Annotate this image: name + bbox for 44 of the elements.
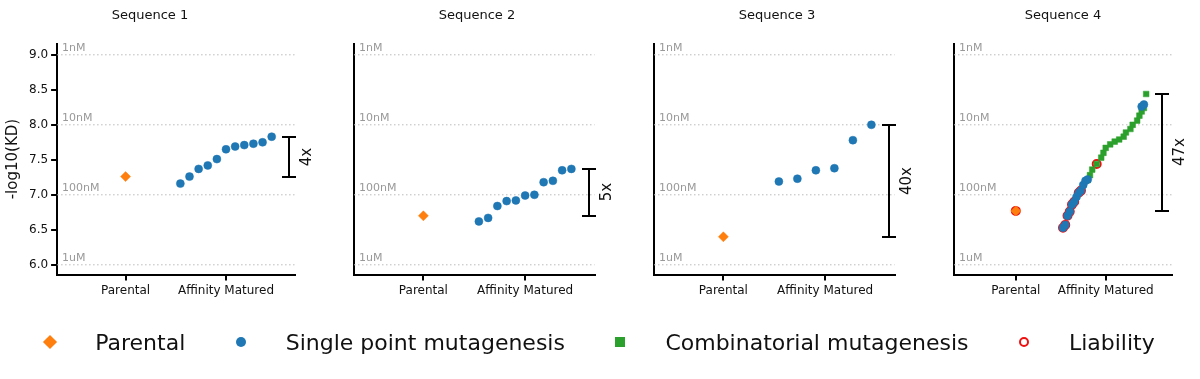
y-tick-label: 7.0 <box>28 186 49 201</box>
text: 4x <box>297 147 316 166</box>
ref-line-label: 1uM <box>62 251 86 265</box>
ref-line-label: 10nM <box>959 111 990 125</box>
ref-line-label: 100nM <box>62 181 100 195</box>
ref-line-label: 1uM <box>359 251 383 265</box>
y-tick-label: 8.0 <box>28 116 49 131</box>
ref-line-label: 1nM <box>359 41 383 55</box>
y-tick-label: 8.5 <box>28 81 49 96</box>
x-tick-label: Parental <box>398 282 448 297</box>
ref-line-label: 1nM <box>62 41 86 55</box>
y-axis-title: -log10(KD) <box>2 118 21 200</box>
x-tick-label: Affinity Matured <box>1057 282 1154 297</box>
x-tick-label: Affinity Matured <box>177 282 275 297</box>
ref-line-label: 10nM <box>359 111 390 125</box>
x-tick-label: Parental <box>991 282 1041 297</box>
legend-label: Combinatorial mutagenesis <box>665 329 969 355</box>
ref-line-label: 1nM <box>659 41 683 55</box>
ref-line-label: 1uM <box>959 251 983 265</box>
annotation: 47x <box>1170 138 1189 167</box>
x-tick-label: Affinity Matured <box>477 282 574 297</box>
text: 5x <box>597 183 616 202</box>
chart-title: Sequence 3 <box>738 7 816 23</box>
chart-title: Sequence 4 <box>1024 7 1102 23</box>
legend-label: Liability <box>1068 329 1155 355</box>
chart-title: Sequence 1 <box>111 7 189 23</box>
y-tick-label: 9.0 <box>28 46 49 61</box>
legend-label: Parental <box>95 329 186 355</box>
x-tick-label: Parental <box>698 282 748 297</box>
y-tick-label: 7.5 <box>28 151 49 166</box>
legend-label: Single point mutagenesis <box>285 329 565 355</box>
y-tick-label: 6.0 <box>28 256 49 271</box>
y-tick-label: 6.5 <box>28 221 49 236</box>
ref-line-label: 100nM <box>959 181 997 195</box>
ref-line-label: 10nM <box>62 111 93 125</box>
text: 40x <box>897 166 916 195</box>
chart-title: Sequence 2 <box>438 7 516 23</box>
ref-line-label: 1uM <box>659 251 683 265</box>
x-tick-label: Affinity Matured <box>777 282 874 297</box>
ref-line-label: 100nM <box>359 181 397 195</box>
ref-line-label: 100nM <box>659 181 697 195</box>
ref-line-label: 10nM <box>659 111 690 125</box>
x-tick-label: Parental <box>101 282 151 297</box>
ref-line-label: 1nM <box>959 41 983 55</box>
